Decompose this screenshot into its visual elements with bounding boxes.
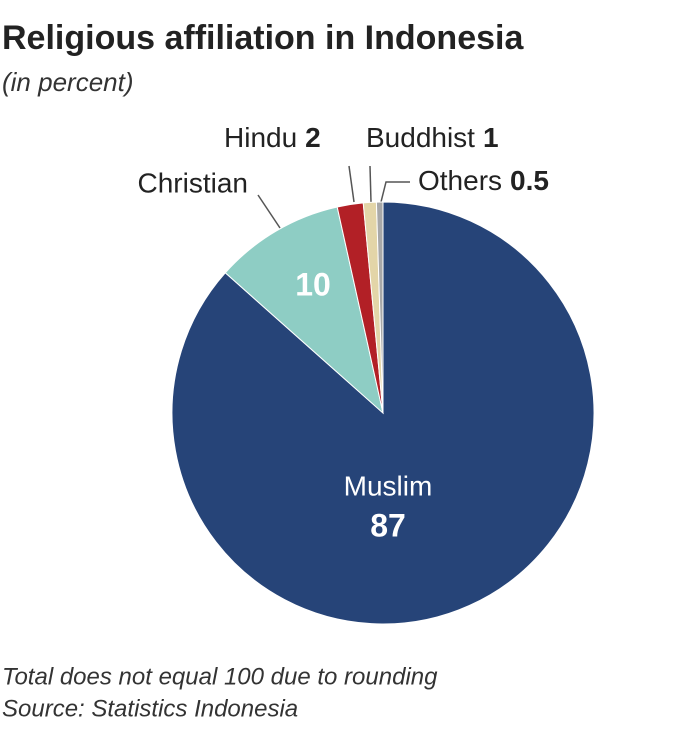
chart-subtitle: (in percent) xyxy=(2,67,134,97)
leader-line xyxy=(369,165,372,203)
category-label: Others xyxy=(418,165,502,196)
leader-line xyxy=(348,165,355,203)
value-label: 87 xyxy=(370,507,406,543)
slice-label: Others 0.5 xyxy=(418,165,549,196)
category-label: Buddhist xyxy=(366,122,475,153)
leader-line xyxy=(380,181,410,203)
value-label: 1 xyxy=(483,122,499,153)
leader-line xyxy=(257,194,281,229)
pie-slice xyxy=(375,201,384,414)
category-label: Hindu xyxy=(224,122,297,153)
value-label: 10 xyxy=(295,266,331,302)
category-label: Muslim xyxy=(344,470,433,501)
value-label: 0.5 xyxy=(510,165,549,196)
note: Source: Statistics Indonesia xyxy=(2,695,298,722)
slice-label: Hindu 2 xyxy=(224,122,321,153)
value-label: 2 xyxy=(305,122,321,153)
note: Total does not equal 100 due to rounding xyxy=(2,663,438,690)
pie-slice xyxy=(224,206,384,415)
slice-label: Buddhist 1 xyxy=(366,122,499,153)
category-label: Christian xyxy=(138,167,248,198)
chart-title: Religious affiliation in Indonesia xyxy=(2,19,524,57)
